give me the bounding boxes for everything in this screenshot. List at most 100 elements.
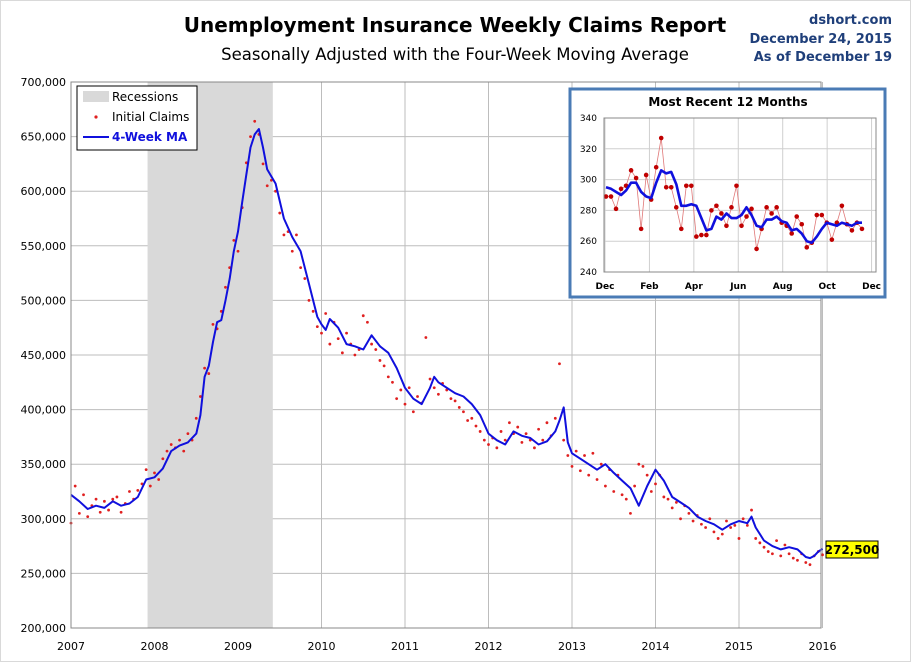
initial-claims-point <box>82 493 85 497</box>
initial-claims-point <box>265 184 269 188</box>
inset-claims-point <box>859 226 865 232</box>
y-tick-label: 400,000 <box>21 404 67 417</box>
legend-swatch-initial-claims <box>94 115 98 119</box>
inset-claims-point <box>628 168 634 173</box>
initial-claims-point <box>570 464 574 468</box>
ma-series <box>70 128 824 560</box>
inset-claims-point <box>638 226 644 232</box>
initial-claims-point <box>487 443 490 446</box>
initial-claims-point <box>449 397 453 401</box>
x-tick-label: 2007 <box>57 640 85 653</box>
initial-claims-point <box>111 497 115 501</box>
initial-claims-point <box>520 440 524 444</box>
initial-claims-point <box>224 285 227 289</box>
inset-y-tick-label: 260 <box>580 237 597 247</box>
initial-claims-point <box>745 523 749 527</box>
inset-claims-point <box>789 231 794 236</box>
legend-label-initial-claims: Initial Claims <box>112 110 189 124</box>
initial-claims-point <box>503 438 507 442</box>
initial-claims-series <box>69 119 824 567</box>
initial-claims-point <box>311 309 315 313</box>
initial-claims-point <box>107 508 110 512</box>
initial-claims-point <box>578 469 582 473</box>
initial-claims-point <box>428 377 432 381</box>
inset-claims-point <box>658 135 664 141</box>
initial-claims-point <box>253 119 257 123</box>
initial-claims-point <box>86 515 90 519</box>
initial-claims-point <box>340 351 344 355</box>
initial-claims-point <box>779 554 783 558</box>
last-value-label: 272,500 <box>825 543 880 557</box>
initial-claims-point <box>399 388 403 392</box>
inset-claims-point <box>734 183 739 189</box>
initial-claims-point <box>315 325 319 329</box>
inset-claims-point <box>618 186 624 192</box>
y-tick-label: 200,000 <box>21 622 67 635</box>
inset-y-tick-label: 240 <box>580 268 597 278</box>
initial-claims-point <box>391 380 394 384</box>
initial-claims-point <box>457 406 461 409</box>
initial-claims-point <box>77 511 81 515</box>
inset-x-tick-label: Feb <box>640 282 659 292</box>
inset-y-axis-labels: 240 260 280 300 320 340 <box>580 114 597 278</box>
inset-ma-series <box>605 169 862 244</box>
inset-claims-point <box>684 183 689 189</box>
inset-claims-point <box>613 206 619 212</box>
inset-claims-point <box>744 214 749 219</box>
last-value-callout: 272,500 <box>825 540 880 559</box>
x-tick-label: 2010 <box>308 640 336 653</box>
source-site: dshort.com <box>809 13 892 28</box>
initial-claims-point <box>620 493 624 497</box>
initial-claims-point <box>629 511 632 515</box>
initial-claims-point <box>804 561 808 564</box>
inset-x-tick-label: Oct <box>818 282 836 292</box>
inset-claims-series <box>603 135 865 252</box>
y-tick-label: 500,000 <box>21 294 67 307</box>
initial-claims-point <box>411 410 415 414</box>
initial-claims-point <box>524 432 528 436</box>
initial-claims-point <box>470 416 474 420</box>
source-asof: As of December 19 <box>754 50 892 65</box>
inset-claims-point <box>804 245 810 250</box>
initial-claims-point <box>353 353 357 357</box>
inset-claims-point <box>643 172 649 178</box>
initial-claims-point <box>94 497 98 501</box>
last-value-box <box>825 540 879 559</box>
initial-claims-point <box>249 135 252 139</box>
initial-claims-point <box>553 416 557 420</box>
inset-title: Most Recent 12 Months <box>648 95 807 109</box>
inset-y-tick-label: 340 <box>580 114 597 124</box>
x-tick-label: 2013 <box>558 640 586 653</box>
initial-claims-point <box>754 537 758 540</box>
initial-claims-point <box>537 427 540 431</box>
initial-claims-point <box>178 438 181 442</box>
x-tick-label: 2009 <box>224 640 252 653</box>
inset-x-tick-label: Dec <box>596 282 615 292</box>
initial-claims-point <box>462 410 465 414</box>
initial-claims-point <box>750 508 753 512</box>
legend-label-ma: 4-Week MA <box>112 130 188 144</box>
initial-claims-point <box>708 517 712 521</box>
inset-claims-point <box>774 205 779 210</box>
x-axis-labels: 2007 2008 2009 2010 2011 2012 2013 2014 2015 2016 <box>57 640 837 653</box>
inset-claims-point <box>764 205 769 210</box>
x-tick-label: 2012 <box>475 640 503 653</box>
inset-x-tick-label: Apr <box>685 282 703 292</box>
inset-claims-point <box>729 205 734 210</box>
inset-x-tick-label: Aug <box>773 282 793 292</box>
inset-claims-point <box>668 185 674 190</box>
initial-claims-point <box>587 473 591 477</box>
initial-claims-point <box>136 489 140 492</box>
initial-claims-point <box>115 495 119 499</box>
initial-claims-point <box>278 211 282 215</box>
initial-claims-point <box>370 342 373 346</box>
inset-claims-point <box>694 234 699 239</box>
y-tick-label: 600,000 <box>21 185 67 198</box>
initial-claims-point <box>712 530 716 534</box>
inset-claims-point <box>704 232 709 238</box>
initial-claims-point <box>324 312 328 315</box>
inset-claims-point <box>749 206 754 212</box>
initial-claims-point <box>320 331 323 335</box>
initial-claims-point <box>691 519 695 523</box>
